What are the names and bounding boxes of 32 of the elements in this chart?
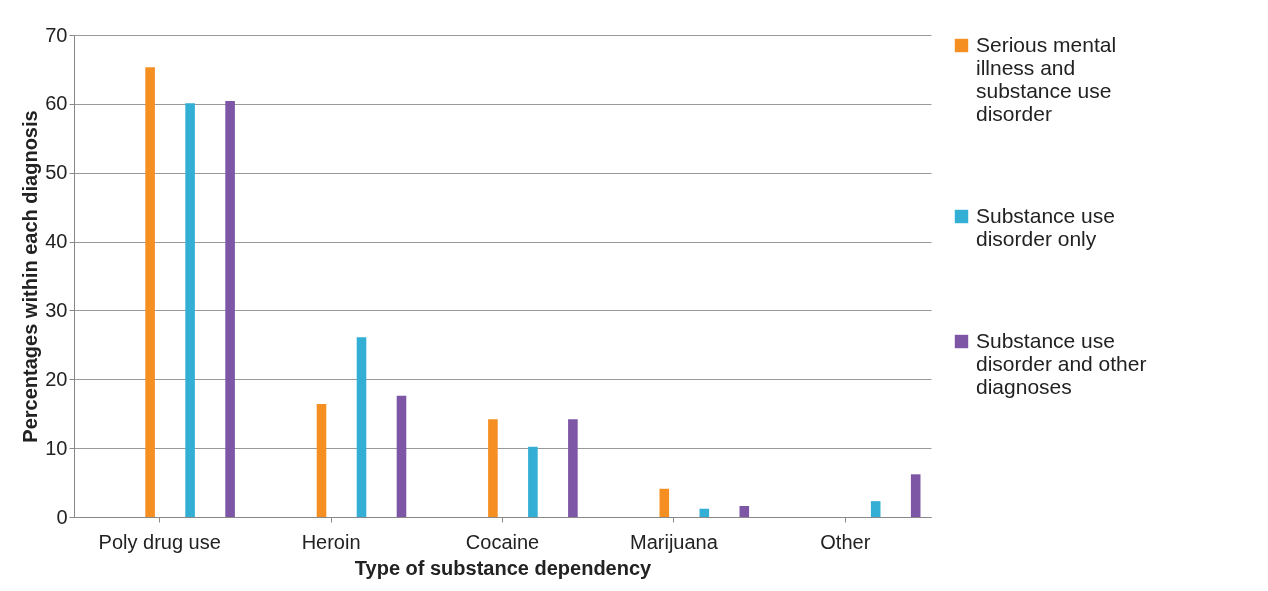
bar [488, 419, 498, 517]
y-tick-label: 40 [45, 230, 68, 253]
bar [699, 508, 710, 517]
bar [225, 101, 235, 517]
legend-label: Serious mental illness and substance use disorder [976, 32, 1117, 125]
x-tick-label: Heroin [301, 530, 361, 553]
bar [739, 505, 750, 517]
bar [185, 103, 195, 517]
x-tick-label: Other [820, 530, 871, 553]
bar [316, 404, 327, 517]
bar [568, 419, 578, 517]
bar [396, 395, 407, 517]
x-tick-label: Cocaine [465, 530, 540, 553]
bar [145, 67, 155, 517]
y-tick-label: 10 [45, 436, 68, 459]
x-tick-label: Marijuana [629, 530, 719, 553]
x-axis-title: Type of substance dependency [354, 556, 653, 579]
y-tick-label: 70 [45, 23, 68, 46]
bar [870, 501, 881, 517]
bar [528, 446, 538, 517]
bar [659, 488, 670, 517]
y-tick-label: 30 [45, 298, 68, 321]
y-tick-label: 20 [45, 367, 68, 390]
y-tick-label: 60 [45, 92, 68, 115]
y-tick-label: 50 [45, 161, 68, 184]
y-tick-label: 0 [56, 505, 68, 528]
bar [356, 337, 367, 517]
y-axis-title: Percentages within each diagnosis [19, 110, 42, 443]
legend-label: Substance use disorder only [976, 203, 1115, 250]
legend-label: Substance use disorder and other diagnoses [976, 328, 1147, 398]
bar [910, 474, 921, 517]
x-tick-label: Poly drug use [98, 530, 221, 553]
